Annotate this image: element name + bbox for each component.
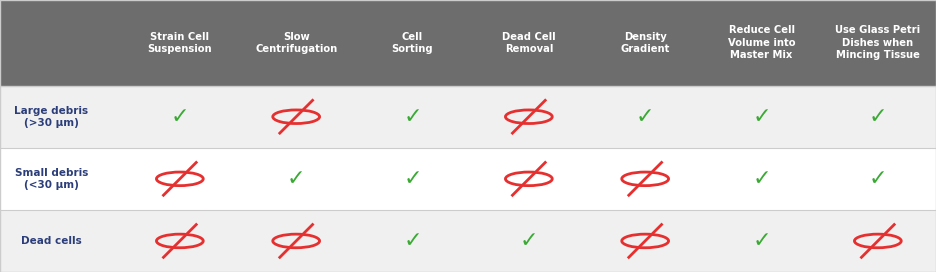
Bar	[0, 148, 936, 210]
Text: Use Glass Petri
Dishes when
Mincing Tissue: Use Glass Petri Dishes when Mincing Tiss…	[835, 26, 920, 60]
Text: Slow
Centrifugation: Slow Centrifugation	[255, 32, 337, 54]
Bar	[0, 86, 936, 148]
Text: Small debris
(<30 μm): Small debris (<30 μm)	[15, 168, 88, 190]
Bar	[0, 0, 936, 86]
Text: ✓: ✓	[519, 231, 538, 251]
Text: Strain Cell
Suspension: Strain Cell Suspension	[148, 32, 212, 54]
Text: Reduce Cell
Volume into
Master Mix: Reduce Cell Volume into Master Mix	[728, 26, 796, 60]
Text: ✓: ✓	[869, 169, 887, 189]
Text: ✓: ✓	[869, 107, 887, 127]
Text: ✓: ✓	[753, 107, 771, 127]
Text: Density
Gradient: Density Gradient	[621, 32, 670, 54]
Text: ✓: ✓	[636, 107, 654, 127]
Text: ✓: ✓	[403, 107, 422, 127]
Text: Cell
Sorting: Cell Sorting	[391, 32, 433, 54]
Text: ✓: ✓	[170, 107, 189, 127]
Text: Large debris
(>30 μm): Large debris (>30 μm)	[14, 106, 89, 128]
Text: ✓: ✓	[753, 231, 771, 251]
Text: ✓: ✓	[403, 231, 422, 251]
Text: ✓: ✓	[403, 169, 422, 189]
Bar	[0, 210, 936, 272]
Text: ✓: ✓	[286, 169, 305, 189]
Text: ✓: ✓	[753, 169, 771, 189]
Text: Dead Cell
Removal: Dead Cell Removal	[502, 32, 556, 54]
Text: Dead cells: Dead cells	[22, 236, 81, 246]
